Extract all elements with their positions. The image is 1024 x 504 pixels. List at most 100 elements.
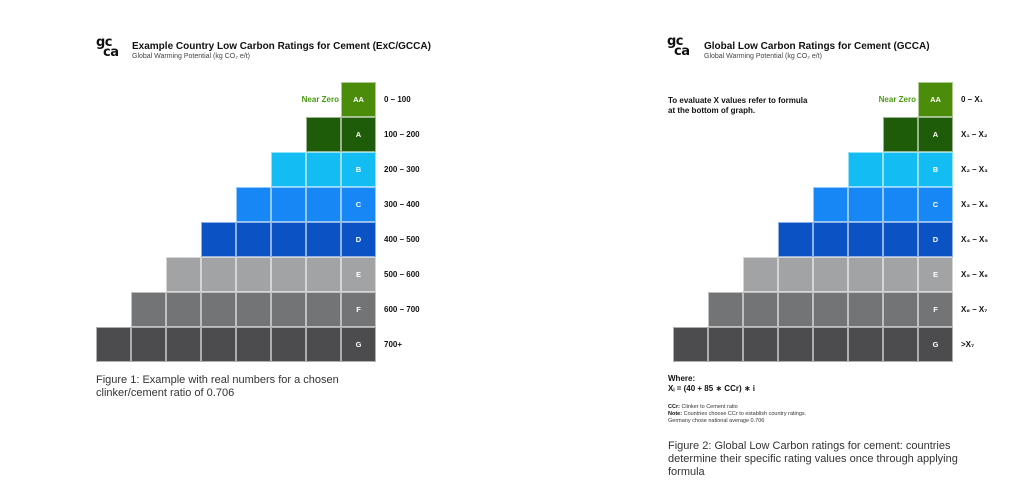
rating-cell-e: [883, 257, 918, 292]
rating-cell-c: [306, 187, 341, 222]
rating-cell-g: [131, 327, 166, 362]
rating-cell-c: [848, 187, 883, 222]
rating-cell-f: [813, 292, 848, 327]
rating-cell-d: [918, 222, 953, 257]
rating-cell-g: [708, 327, 743, 362]
rating-cell-g: [743, 327, 778, 362]
rating-cell-d: [201, 222, 236, 257]
formula-instruction: To evaluate X values refer to formula at…: [668, 96, 808, 115]
figure-2-panel: gc ca Global Low Carbon Ratings for Cemen…: [512, 0, 1024, 504]
rating-cell-g: [673, 327, 708, 362]
rating-cell-e: [271, 257, 306, 292]
rating-range-aa: 0 – 100: [384, 94, 411, 104]
rating-cell-g: [848, 327, 883, 362]
rating-range-g: 700+: [384, 339, 403, 349]
rating-cell-f: [271, 292, 306, 327]
rating-letter-g: G: [932, 339, 939, 349]
rating-cell-e: [166, 257, 201, 292]
rating-cell-e: [306, 257, 341, 292]
rating-cell-g: [306, 327, 341, 362]
rating-letter-b: B: [932, 164, 939, 174]
rating-cell-aa: [918, 82, 953, 117]
ccr-definition: CCr: Clinker to Cement ratio Note: Count…: [668, 404, 807, 424]
figure-1-title: Example Country Low Carbon Ratings for C…: [132, 41, 431, 52]
rating-cell-f: [918, 292, 953, 327]
rating-letter-aa: AA: [353, 94, 364, 104]
rating-cell-g: [341, 327, 376, 362]
rating-cell-d: [848, 222, 883, 257]
rating-cell-a: [306, 117, 341, 152]
rating-range-d: X₄ – X₅: [961, 234, 989, 244]
rating-range-f: 600 – 700: [384, 304, 420, 314]
rating-range-e: 500 – 600: [384, 269, 420, 279]
rating-cell-c: [918, 187, 953, 222]
rating-range-c: 300 – 400: [384, 199, 420, 209]
rating-cell-e: [813, 257, 848, 292]
rating-cell-f: [341, 292, 376, 327]
rating-cell-a: [918, 117, 953, 152]
rating-cell-b: [848, 152, 883, 187]
rating-letter-c: C: [932, 199, 939, 209]
near-zero-label: Near Zero: [301, 95, 339, 104]
rating-letter-c: C: [355, 199, 362, 209]
rating-letter-d: D: [355, 234, 362, 244]
rating-cell-d: [341, 222, 376, 257]
rating-cell-g: [271, 327, 306, 362]
rating-range-a: 100 – 200: [384, 129, 420, 139]
rating-cell-e: [201, 257, 236, 292]
rating-cell-b: [918, 152, 953, 187]
rating-range-b: 200 – 300: [384, 164, 420, 174]
rating-cell-d: [883, 222, 918, 257]
rating-letter-e: E: [355, 269, 361, 279]
rating-letter-b: B: [355, 164, 362, 174]
rating-cell-b: [271, 152, 306, 187]
rating-cell-c: [883, 187, 918, 222]
rating-letter-d: D: [932, 234, 939, 244]
rating-letter-f: F: [933, 304, 938, 314]
rating-cell-d: [778, 222, 813, 257]
rating-cell-f: [166, 292, 201, 327]
rating-cell-c: [271, 187, 306, 222]
figure-2-caption: Figure 2: Global Low Carbon ratings for …: [668, 440, 958, 478]
rating-cell-f: [883, 292, 918, 327]
rating-cell-a: [883, 117, 918, 152]
rating-cell-g: [883, 327, 918, 362]
gcca-logo-icon: gc ca: [96, 35, 119, 60]
rating-cell-c: [341, 187, 376, 222]
rating-range-d: 400 – 500: [384, 234, 420, 244]
rating-cell-g: [96, 327, 131, 362]
rating-letter-a: A: [932, 129, 939, 139]
rating-cell-e: [848, 257, 883, 292]
rating-cell-a: [341, 117, 376, 152]
rating-cell-f: [131, 292, 166, 327]
rating-letter-f: F: [356, 304, 361, 314]
rating-cell-e: [341, 257, 376, 292]
rating-cell-e: [778, 257, 813, 292]
rating-letter-e: E: [932, 269, 938, 279]
rating-cell-e: [918, 257, 953, 292]
rating-cell-b: [883, 152, 918, 187]
rating-cell-f: [848, 292, 883, 327]
rating-range-b: X₂ – X₃: [961, 164, 988, 174]
figure-2-subtitle: Global Warming Potential (kg CO₂ e/t): [704, 53, 822, 60]
rating-range-a: X₁ – X₂: [961, 129, 988, 139]
rating-cell-f: [236, 292, 271, 327]
near-zero-label: Near Zero: [878, 95, 916, 104]
rating-cell-g: [918, 327, 953, 362]
rating-cell-f: [778, 292, 813, 327]
rating-cell-b: [341, 152, 376, 187]
rating-cell-e: [743, 257, 778, 292]
rating-cell-g: [166, 327, 201, 362]
rating-cell-c: [813, 187, 848, 222]
rating-range-c: X₃ – X₄: [961, 199, 989, 209]
rating-letter-aa: AA: [930, 94, 941, 104]
rating-range-aa: 0 – X₁: [961, 94, 983, 104]
figure-1-subtitle: Global Warming Potential (kg CO₂ e/t): [132, 53, 250, 60]
rating-cell-c: [236, 187, 271, 222]
rating-cell-f: [708, 292, 743, 327]
rating-letter-g: G: [355, 339, 362, 349]
rating-cell-d: [236, 222, 271, 257]
rating-cell-b: [306, 152, 341, 187]
rating-cell-g: [813, 327, 848, 362]
figure-1-panel: gc ca Example Country Low Carbon Ratings …: [96, 35, 431, 399]
